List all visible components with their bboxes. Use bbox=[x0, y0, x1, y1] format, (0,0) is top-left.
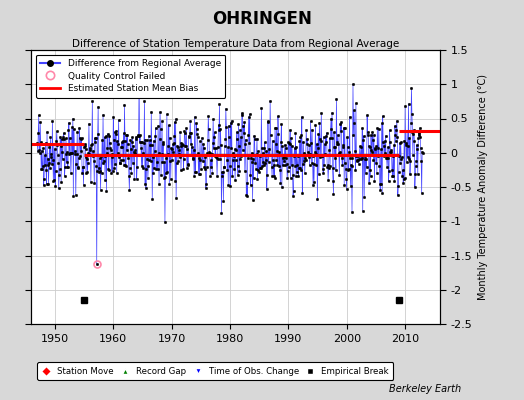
Text: OHRINGEN: OHRINGEN bbox=[212, 10, 312, 28]
Text: Berkeley Earth: Berkeley Earth bbox=[389, 384, 461, 394]
Y-axis label: Monthly Temperature Anomaly Difference (°C): Monthly Temperature Anomaly Difference (… bbox=[478, 74, 488, 300]
Title: Difference of Station Temperature Data from Regional Average: Difference of Station Temperature Data f… bbox=[72, 39, 399, 49]
Legend: Station Move, Record Gap, Time of Obs. Change, Empirical Break: Station Move, Record Gap, Time of Obs. C… bbox=[37, 362, 394, 380]
